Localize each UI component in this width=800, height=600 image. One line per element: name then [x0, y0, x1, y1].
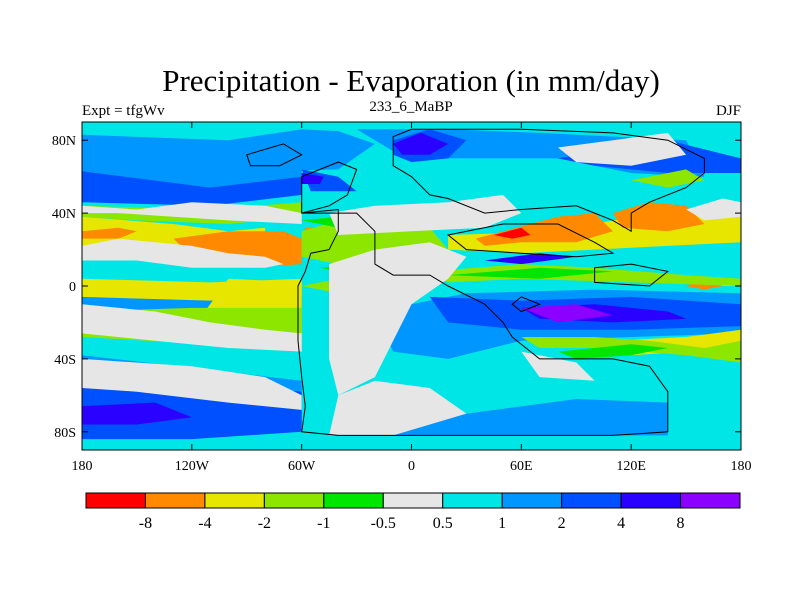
- colorbar: -8 -4 -2 -1 -0.5 0.5 1 2 4 8: [85, 492, 741, 532]
- map-area: [82, 122, 741, 450]
- contour-region: [612, 202, 705, 232]
- colorbar-label: -1: [317, 515, 330, 532]
- contour-region: [82, 402, 192, 425]
- colorbar-label: -2: [258, 515, 271, 532]
- coastline: [297, 208, 669, 436]
- contour-region: [448, 267, 613, 279]
- contour-region: [557, 132, 687, 166]
- y-tick-label: 40S: [54, 353, 76, 368]
- contour-region: [557, 344, 668, 359]
- contour-region: [521, 304, 613, 323]
- x-tick-label: 120W: [175, 459, 210, 474]
- contour-region: [329, 380, 467, 436]
- contour-region: [429, 264, 741, 286]
- contour-region: [82, 202, 302, 224]
- x-tick-label: 60E: [510, 459, 533, 474]
- contour-region: [82, 227, 137, 239]
- colorbar-label: 0.5: [433, 515, 453, 532]
- x-tick-label: 60W: [288, 459, 316, 474]
- y-tick-label: 80S: [54, 426, 76, 441]
- y-tick-label: 80N: [52, 134, 76, 149]
- colorbar-swatch: [323, 492, 384, 509]
- coastline: [392, 128, 705, 233]
- x-tick-label: 180: [72, 459, 93, 474]
- contour-region: [301, 173, 324, 184]
- colorbar-label: 2: [558, 515, 566, 532]
- experiment-label: Expt = tfgWv: [82, 103, 165, 119]
- contour-region: [393, 132, 449, 155]
- contour-region: [393, 395, 668, 436]
- contour-region: [82, 171, 302, 206]
- coastline: [246, 143, 303, 167]
- colorbar-swatch: [561, 492, 622, 509]
- coastline: [301, 161, 358, 214]
- contour-region: [301, 169, 357, 192]
- colorbar-label: -0.5: [371, 515, 396, 532]
- contour-region: [82, 304, 302, 352]
- season-label: DJF: [716, 103, 741, 119]
- x-tick-label: 0: [408, 459, 415, 474]
- coastline: [594, 263, 669, 287]
- y-tick-label: 0: [69, 280, 76, 295]
- contour-region: [82, 358, 302, 410]
- contour-region: [329, 242, 467, 396]
- x-tick-label: 180: [731, 459, 752, 474]
- chart-title: Precipitation - Evaporation (in mm/day): [162, 63, 660, 98]
- contour-region: [631, 169, 705, 188]
- colorbar-label: 1: [498, 515, 506, 532]
- contour-region: [82, 238, 284, 268]
- colorbar-swatch: [620, 492, 682, 509]
- colorbar-swatch: [204, 492, 265, 509]
- period-label: 233_6_MaBP: [369, 99, 452, 115]
- colorbar-swatch: [263, 492, 325, 509]
- contour-region: [493, 227, 531, 239]
- colorbar-swatch: [85, 492, 146, 509]
- colorbar-label: -4: [198, 515, 211, 532]
- colorbar-swatch: [680, 492, 741, 509]
- contour-region: [686, 198, 741, 221]
- colorbar-swatch: [501, 492, 563, 509]
- coastline: [511, 296, 541, 313]
- contour-region: [484, 253, 577, 265]
- colorbar-label: 4: [617, 515, 625, 532]
- coastline: [446, 223, 615, 258]
- y-tick-label: 40N: [52, 207, 76, 222]
- contour-region: [329, 194, 522, 235]
- x-tick-label: 120E: [616, 459, 646, 474]
- colorbar-label: 8: [677, 515, 685, 532]
- colorbar-swatch: [144, 492, 206, 509]
- colorbar-swatch: [382, 492, 444, 509]
- colorbar-swatch: [442, 492, 503, 509]
- colorbar-label: -8: [139, 515, 152, 532]
